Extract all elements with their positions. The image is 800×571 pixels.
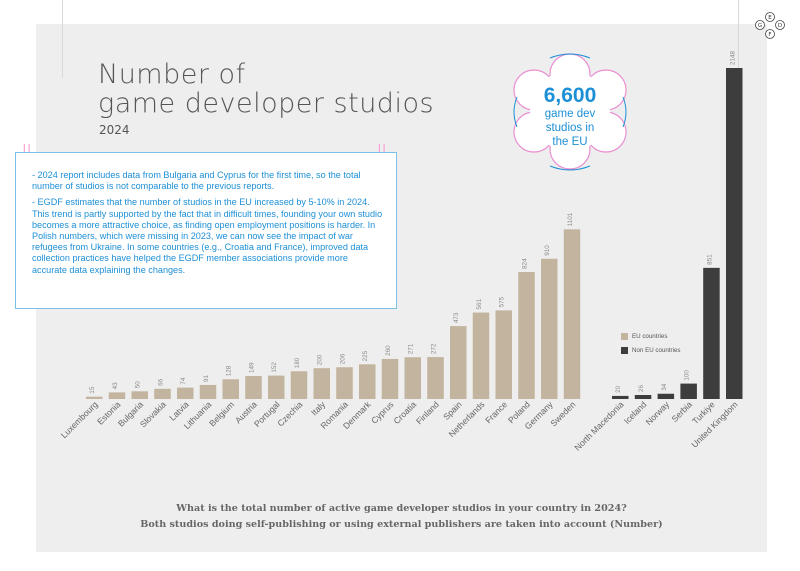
bar-0-21 [563, 229, 581, 399]
bar-1-1 [634, 394, 652, 399]
bar-value-label: 225 [362, 350, 369, 361]
category-label: France [483, 399, 509, 425]
bar-1-5 [726, 68, 743, 399]
bar-value-label: 66 [158, 378, 165, 386]
bar-value-label: 180 [294, 357, 301, 368]
category-label: Norway [644, 399, 672, 427]
bar-0-14 [404, 357, 421, 399]
bar-value-label: 200 [317, 354, 324, 365]
bar-value-label: 128 [226, 365, 233, 376]
logo-letter: F [768, 32, 771, 38]
bar-1-2 [657, 393, 675, 399]
bar-0-11 [336, 367, 353, 399]
bar-value-label: 272 [431, 343, 438, 354]
bar-value-label: 271 [408, 343, 415, 354]
bar-0-4 [177, 387, 194, 399]
highlight-line-1: game dev [544, 108, 596, 120]
bar-value-label: 100 [684, 370, 691, 381]
bar-1-0 [612, 395, 629, 399]
bar-value-label: 152 [271, 362, 278, 373]
bar-0-20 [541, 258, 558, 399]
bar-1-4 [703, 267, 720, 399]
bar-1-3 [680, 383, 697, 399]
bar-0-5 [199, 384, 217, 399]
note-mark-right: || [377, 143, 387, 159]
note-box: - 2024 report includes data from Bulgari… [15, 152, 397, 309]
bar-0-17 [472, 312, 490, 399]
bar-0-8 [268, 375, 285, 399]
chart-title: Number of game developer studios [98, 60, 434, 118]
question-line-1: What is the total number of active game … [176, 503, 627, 514]
egdf-logo-icon: E G D F [755, 12, 785, 39]
category-label: Croatia [392, 399, 419, 426]
question-line-2: Both studios doing self-publishing or us… [140, 519, 663, 530]
bar-0-0 [86, 396, 103, 399]
bar-value-label: 824 [522, 258, 529, 269]
category-label: Belgium [207, 399, 236, 428]
top-margin [0, 0, 800, 24]
bar-0-9 [290, 371, 308, 399]
bar-value-label: 15 [89, 386, 96, 394]
bar-0-6 [222, 379, 239, 399]
bar-value-label: 91 [203, 374, 210, 382]
bar-0-10 [313, 368, 330, 399]
bar-0-7 [245, 376, 262, 399]
note-paragraph-1: - 2024 report includes data from Bulgari… [32, 170, 361, 192]
logo-letter: E [768, 15, 772, 21]
decor-line [62, 0, 63, 78]
bar-0-3 [154, 388, 171, 399]
bar-0-16 [450, 326, 467, 399]
bar-0-19 [518, 272, 535, 399]
logo-letter: D [778, 23, 782, 29]
highlight-line-2: studios in [545, 122, 595, 134]
bar-value-label: 43 [112, 382, 119, 390]
bar-value-label: 149 [249, 362, 256, 373]
bar-value-label: 206 [340, 353, 347, 364]
bar-value-label: 20 [615, 385, 622, 393]
bar-0-12 [359, 364, 376, 399]
legend-label-eu: EU countries [632, 333, 668, 340]
category-label: Finland [414, 399, 441, 426]
category-label: Italy [309, 399, 328, 418]
note-mark-left: || [22, 143, 32, 159]
note-paragraph-2: - EGDF estimates that the number of stud… [32, 197, 383, 275]
bar-value-label: 260 [385, 345, 392, 356]
bar-value-label: 34 [661, 383, 668, 391]
category-label: Sweden [548, 399, 577, 428]
title-line-2: game developer studios [98, 88, 435, 119]
legend-swatch-non-eu [621, 347, 628, 354]
bar-0-1 [108, 392, 126, 399]
bar-0-2 [131, 391, 148, 399]
legend-label-non-eu: Non EU countries [632, 347, 681, 354]
bar-0-18 [495, 310, 512, 399]
bar-value-label: 74 [180, 377, 187, 385]
title-line-1: Number of [98, 59, 246, 90]
highlight-text: 6,600 game dev studios in the EU [505, 85, 635, 149]
highlight-flower-icon [513, 53, 627, 171]
category-label: Luxembourg [59, 399, 100, 440]
survey-question: What is the total number of active game … [36, 501, 767, 533]
chart-subtitle: 2024 [99, 123, 130, 137]
legend-swatch-eu [621, 333, 628, 340]
bar-value-label: 2148 [729, 50, 736, 65]
category-label: Cyprus [369, 399, 395, 425]
category-label: North Macedonia [572, 399, 626, 453]
bar-value-label: 575 [499, 296, 506, 307]
bar-value-label: 26 [638, 384, 645, 392]
bar-value-label: 561 [476, 299, 483, 310]
category-label: Portugal [252, 399, 282, 429]
decor-line [738, 0, 739, 78]
bar-value-label: 50 [135, 381, 142, 389]
bar-0-15 [427, 357, 444, 399]
bar-value-label: 1101 [567, 212, 574, 226]
bar-value-label: 473 [453, 312, 460, 323]
bar-value-label: 910 [544, 245, 551, 256]
logo-letter: G [758, 23, 762, 29]
highlight-value: 6,600 [543, 84, 597, 107]
bar-value-label: 851 [706, 254, 713, 265]
highlight-line-3: the EU [552, 136, 588, 148]
category-label: Czechia [275, 399, 304, 428]
bar-0-13 [381, 358, 399, 399]
